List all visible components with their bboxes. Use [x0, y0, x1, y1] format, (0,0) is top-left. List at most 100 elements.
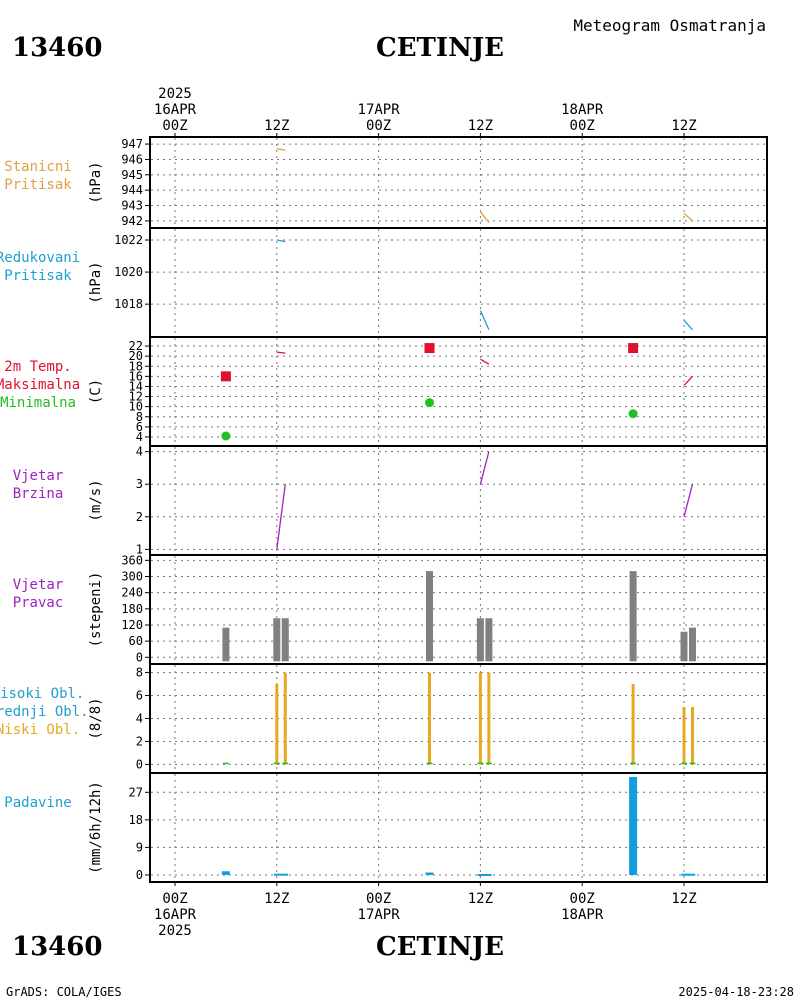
bottom-time-label: 00Z	[570, 891, 595, 907]
y-tick-label: 1018	[114, 297, 143, 311]
low-cloud-bar	[631, 684, 635, 765]
top-time-label: 12Z	[671, 118, 696, 134]
station-id-bottom: 13460	[12, 932, 102, 962]
y-unit-label: (C)	[88, 379, 104, 404]
y-tick-label: 943	[121, 199, 143, 213]
bottom-time-label: 12Z	[264, 891, 289, 907]
precip-bar	[681, 873, 696, 876]
y-unit-label: (8/8)	[88, 697, 104, 739]
tmin-marker	[628, 409, 638, 419]
series-segment	[683, 319, 693, 331]
y-tick-label: 180	[121, 602, 143, 616]
direction-bar	[476, 618, 484, 662]
y-unit-label: (hPa)	[88, 261, 104, 303]
panel-label: Minimalna	[0, 395, 76, 411]
bottom-time-label: 00Z	[162, 891, 187, 907]
precip-bar	[221, 871, 230, 875]
direction-bar	[688, 627, 696, 662]
credit-text: GrADS: COLA/IGES	[6, 985, 122, 999]
panel-label: Srednji Obl.	[0, 704, 89, 720]
low-cloud-bar	[487, 672, 491, 765]
tmin-marker	[221, 431, 231, 441]
low-cloud-bar	[682, 707, 686, 765]
bottom-time-label: 00Z	[366, 891, 391, 907]
top-time-label: 12Z	[468, 118, 493, 134]
top-time-label: 12Z	[264, 118, 289, 134]
y-tick-label: 16	[129, 369, 143, 383]
direction-bar	[426, 571, 433, 662]
panel-label: Redukovani	[0, 250, 80, 266]
y-tick-label: 4	[136, 430, 143, 444]
y-tick-label: 946	[121, 152, 143, 166]
series-segment	[683, 375, 693, 386]
series-segment	[479, 451, 490, 485]
station-name-bottom: CETINJE	[376, 932, 504, 962]
top-time-label: 17APR	[358, 102, 401, 118]
bottom-time-label: 12Z	[468, 891, 493, 907]
series-segment	[479, 211, 490, 223]
y-tick-label: 6	[136, 689, 143, 703]
y-unit-label: (hPa)	[88, 161, 104, 203]
top-time-label: 00Z	[366, 118, 391, 134]
panel-label: Maksimalna	[0, 377, 80, 393]
bottom-time-label: 17APR	[358, 907, 401, 923]
y-tick-label: 4	[136, 445, 143, 459]
series-segment	[276, 351, 286, 354]
y-tick-label: 1022	[114, 233, 143, 247]
y-tick-label: 20	[129, 349, 143, 363]
panels: 942943944945946947(hPa)StanicniPritisak1…	[0, 133, 768, 886]
series-segment	[480, 358, 490, 365]
station-name-top: CETINJE	[376, 33, 504, 63]
panel-label: 2m Temp.	[4, 359, 71, 375]
top-time-label: 00Z	[162, 118, 187, 134]
panel-label: Pritisak	[4, 268, 72, 284]
y-tick-label: 1020	[114, 265, 143, 279]
tmax-marker	[628, 343, 639, 354]
top-time-label: 00Z	[570, 118, 595, 134]
panel-reduced-pressure: 1018 1020 1022 (hPa) Redukovani Pritisak	[0, 227, 768, 338]
low-cloud-bar	[283, 672, 287, 765]
precip-bar	[274, 873, 289, 876]
bottom-time-label: 18APR	[561, 907, 604, 923]
direction-bar	[680, 631, 688, 662]
y-tick-label: 8	[136, 410, 143, 424]
bottom-time-label: 2025	[158, 923, 192, 939]
y-tick-label: 2	[136, 510, 143, 524]
y-tick-label: 945	[121, 168, 143, 182]
y-tick-label: 1	[136, 542, 143, 556]
y-tick-label: 120	[121, 618, 143, 632]
y-tick-label: 0	[136, 757, 143, 771]
panel-frame	[149, 136, 768, 229]
top-time-label: 2025	[158, 86, 192, 102]
y-tick-label: 300	[121, 570, 143, 584]
y-tick-label: 18	[129, 359, 143, 373]
y-tick-label: 6	[136, 420, 143, 434]
y-tick-label: 240	[121, 586, 143, 600]
direction-bar	[273, 618, 281, 662]
tmax-marker	[220, 371, 231, 382]
y-tick-label: 0	[136, 868, 143, 882]
panel-label: Stanicni	[4, 159, 71, 175]
panel-label: Vjetar	[13, 468, 64, 484]
y-tick-label: 947	[121, 137, 143, 151]
direction-bar	[485, 618, 493, 662]
y-tick-label: 12	[129, 390, 143, 404]
y-unit-label: (stepeni)	[88, 572, 104, 648]
panel-frame	[149, 336, 768, 447]
y-tick-label: 9	[136, 840, 143, 854]
series-segment	[479, 310, 490, 331]
y-tick-label: 22	[129, 339, 143, 353]
panel-frame	[149, 554, 768, 665]
panel-label: Pravac	[13, 595, 64, 611]
y-tick-label: 60	[129, 634, 143, 648]
top-time-label: 18APR	[561, 102, 604, 118]
tmax-marker	[424, 343, 435, 354]
bottom-time-label: 16APR	[154, 907, 197, 923]
panel-frame	[149, 772, 768, 883]
precip-bar	[477, 874, 492, 877]
y-tick-label: 2	[136, 734, 143, 748]
y-tick-label: 360	[121, 553, 143, 567]
